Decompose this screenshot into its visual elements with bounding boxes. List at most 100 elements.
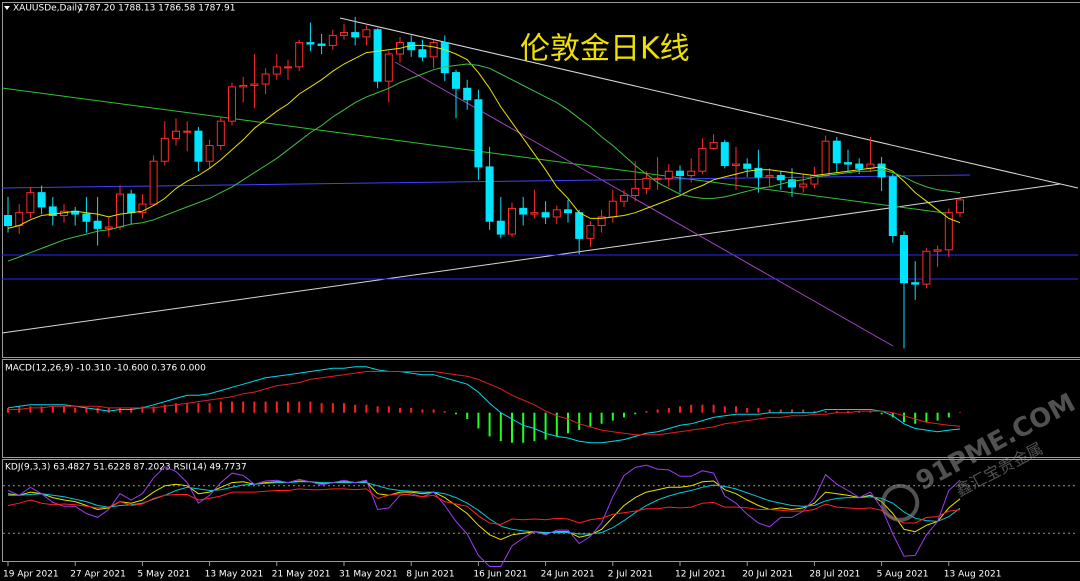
candle-body [642,177,651,189]
x-tick-label: 21 May 2021 [272,570,331,580]
x-tick-label: 13 May 2021 [205,570,264,580]
candle-body [93,220,102,229]
x-tick-label: 12 Jul 2021 [675,570,726,580]
candle-body [216,120,225,146]
candle-body [474,99,483,168]
x-tick-label: 5 Aug 2021 [877,570,929,580]
candle-body [720,142,729,166]
candle-body [138,203,147,214]
candle-body [508,207,516,235]
candle-body [183,130,192,133]
candle-body [4,215,12,227]
candle-body [552,209,561,218]
candle-body [799,183,808,188]
candle-body [496,220,505,235]
candle-body [922,250,931,285]
watermark-logo [881,483,920,522]
candle-body [485,166,494,222]
x-tick-label: 5 May 2021 [137,570,190,580]
candle-body [564,209,572,214]
candle-body [676,170,684,176]
candle-body [295,42,304,68]
candle-body [776,174,785,181]
x-tick-label: 20 Jul 2021 [742,570,793,580]
candle-body [620,195,628,202]
candle-body [530,212,539,215]
candle-body [340,32,348,36]
indicator-line [7,63,961,262]
candle-body [82,213,91,222]
trend-line [339,17,1079,189]
candle-body [440,42,449,74]
symbol: XAUUSDe,Daily [13,4,83,14]
candle-body [429,42,438,58]
x-tick-label: 24 Jun 2021 [541,570,595,580]
candle-body [284,66,292,69]
x-tick-label: 13 Aug 2021 [944,570,1002,580]
indicator-line [7,488,961,526]
candle-body [933,249,942,252]
candle-body [519,207,528,215]
candle-body [205,144,214,162]
x-tick-label: 28 Jul 2021 [809,570,860,580]
candle-body [743,163,752,169]
candle-body [104,226,113,229]
x-tick-label: 19 Apr 2021 [3,570,59,580]
candle-body [328,34,337,46]
macd-panel [2,359,1080,458]
indicator-line [7,464,961,567]
candle-body [832,140,841,164]
kdj-panel [2,459,1080,562]
candle-body [597,216,606,227]
indicator-line [8,371,961,436]
candle-body [306,42,315,45]
candle-body [239,84,248,88]
trend-line [1,183,1061,334]
x-tick-label: 16 Jun 2021 [473,570,527,580]
x-tick-label: 2 Jul 2021 [608,570,653,580]
candle-body [127,193,136,214]
candle-body [888,176,897,237]
quote: 1787.20 1788.13 1786.58 1787.91 [78,4,235,14]
candle-body [384,53,393,82]
trend-line [1,87,946,214]
menu-arrow [4,6,10,10]
candle-body [261,73,270,85]
candle-body [653,177,662,180]
candle-body [900,235,908,284]
candle-body [709,142,718,149]
candle-body [362,29,371,38]
candle-body [944,212,953,251]
candle-body [788,179,796,188]
candle-body [698,147,707,172]
candle-body [911,282,920,285]
candle-body [754,167,763,178]
macd-label: MACD(12,26,9) -10.310 -10.600 0.376 0.00… [5,364,206,374]
main-panel [2,2,1080,358]
candle-body [687,170,696,176]
candle-body [418,49,427,58]
candle-body [608,200,617,218]
x-tick-label: 31 May 2021 [339,570,398,580]
candle-body [586,225,595,239]
candle-body [452,72,460,89]
candle-body [575,212,584,239]
indicator-line [7,366,961,444]
candle-body [351,32,360,38]
candle-body [664,170,673,179]
candle-body [15,212,24,227]
candle-body [631,187,640,197]
candle-body [37,192,46,208]
candle-body [250,83,259,86]
x-tick-label: 27 Apr 2021 [70,570,126,580]
candle-body [48,206,57,217]
indicator-line [8,481,961,535]
candle-body [172,130,180,139]
candle-body [855,163,864,169]
candle-body [160,137,169,162]
indicator-line [7,480,961,541]
candle-body [821,140,830,176]
chart-title: 伦敦金日K线 [520,32,690,67]
